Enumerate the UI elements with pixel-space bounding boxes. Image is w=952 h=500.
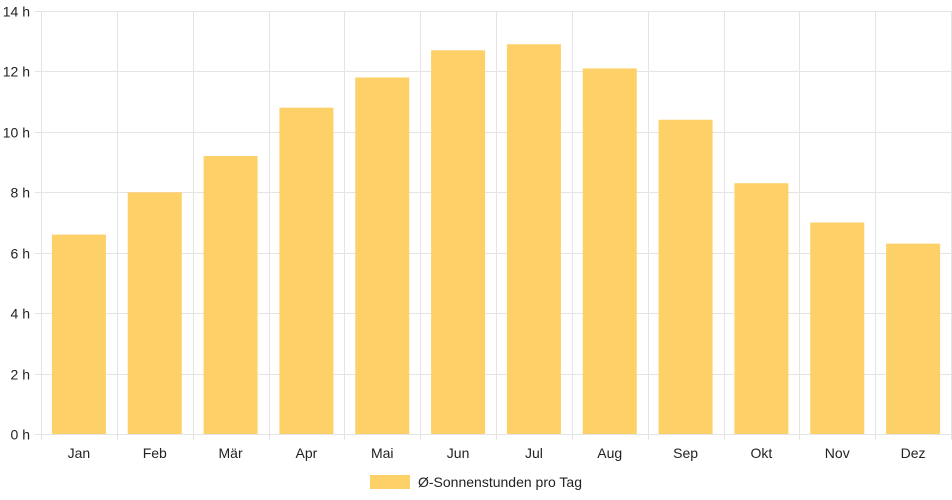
y-tick-label: 12 h bbox=[3, 64, 30, 80]
x-axis-ticks: Jan Feb Mär Apr Mai Jun Jul Aug Sep Okt Nov Dez bbox=[68, 445, 926, 461]
legend-label: Ø-Sonnenstunden pro Tag bbox=[418, 474, 582, 490]
x-tick-label: Dez bbox=[901, 445, 926, 461]
bar-dez[interactable] bbox=[886, 243, 941, 434]
x-tick-label: Apr bbox=[296, 445, 318, 461]
legend[interactable]: Ø-Sonnenstunden pro Tag bbox=[370, 474, 582, 490]
bar-jul[interactable] bbox=[506, 44, 561, 434]
x-tick-label: Aug bbox=[597, 445, 622, 461]
x-tick-label: Mai bbox=[371, 445, 394, 461]
bar-mai[interactable] bbox=[355, 77, 410, 434]
bar-feb[interactable] bbox=[127, 192, 182, 434]
bar-aug[interactable] bbox=[582, 68, 637, 435]
x-tick-label: Nov bbox=[825, 445, 850, 461]
x-tick-label: Okt bbox=[751, 445, 773, 461]
bar-nov[interactable] bbox=[810, 222, 865, 435]
bar-apr[interactable] bbox=[279, 107, 334, 434]
x-tick-label: Jan bbox=[68, 445, 91, 461]
y-tick-label: 2 h bbox=[11, 367, 30, 383]
x-tick-label: Jun bbox=[447, 445, 470, 461]
x-tick-label: Sep bbox=[673, 445, 698, 461]
bar-mär[interactable] bbox=[203, 156, 258, 434]
y-tick-label: 6 h bbox=[11, 246, 30, 262]
y-axis-ticks: 0 h 2 h 4 h 6 h 8 h 10 h 12 h 14 h bbox=[3, 4, 30, 443]
bars bbox=[51, 44, 941, 435]
y-tick-label: 14 h bbox=[3, 4, 30, 20]
y-tick-label: 0 h bbox=[11, 427, 30, 443]
legend-swatch bbox=[370, 475, 410, 489]
grid-lines bbox=[35, 11, 952, 440]
y-tick-label: 10 h bbox=[3, 125, 30, 141]
bar-sep[interactable] bbox=[658, 119, 713, 435]
y-tick-label: 8 h bbox=[11, 185, 30, 201]
x-tick-label: Feb bbox=[143, 445, 167, 461]
x-tick-label: Mär bbox=[219, 445, 243, 461]
y-tick-label: 4 h bbox=[11, 306, 30, 322]
bar-jun[interactable] bbox=[431, 50, 486, 435]
x-tick-label: Jul bbox=[525, 445, 543, 461]
bar-jan[interactable] bbox=[51, 234, 106, 434]
bar-okt[interactable] bbox=[734, 183, 789, 434]
